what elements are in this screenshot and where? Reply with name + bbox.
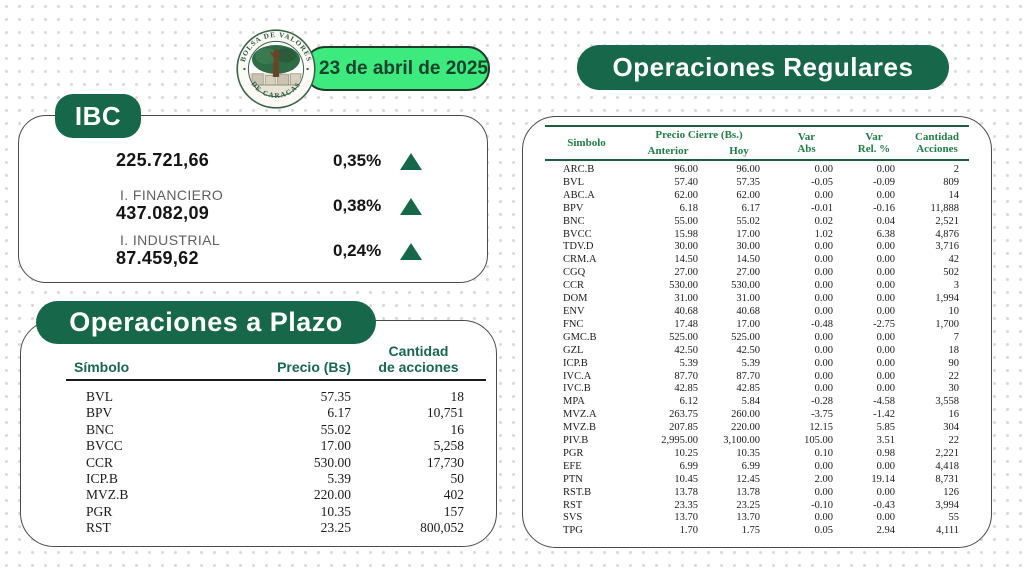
regulares-row: PIV.B 2,995.00 3,100.00 105.00 3.51 22 — [563, 435, 959, 447]
ibc-title: IBC — [74, 100, 122, 131]
plazo-row: BNC 55.02 16 — [86, 421, 464, 437]
plazo-row: ICP.B 5.39 50 — [86, 471, 464, 487]
regulares-row: CGQ 27.00 27.00 0.00 0.00 502 — [563, 267, 959, 279]
up-triangle-icon — [400, 197, 422, 215]
regulares-row: ABC.A 62.00 62.00 0.00 0.00 14 — [563, 189, 959, 201]
regulares-row: FNC 17.48 17.00 -0.48 -2.75 1,700 — [563, 318, 959, 330]
regulares-title-pill: Operaciones Regulares — [577, 45, 949, 90]
plazo-row: CCR 530.00 17,730 — [86, 454, 464, 470]
regulares-row: TDV.D 30.00 30.00 0.00 0.00 3,716 — [563, 241, 959, 253]
ibc-index-row: I. FINANCIERO 437.082,09 0,38% — [19, 183, 487, 228]
plazo-row: BVCC 17.00 5,258 — [86, 438, 464, 454]
regulares-row: ENV 40.68 40.68 0.00 0.00 10 — [563, 305, 959, 317]
plazo-col-quantity: Cantidad de acciones — [351, 343, 486, 381]
regulares-row: PTN 10.45 12.45 2.00 19.14 8,731 — [563, 473, 959, 485]
regulares-row: MVZ.B 207.85 220.00 12.15 5.85 304 — [563, 422, 959, 434]
plazo-row: BPV 6.17 10,751 — [86, 405, 464, 421]
regulares-row: BVL 57.40 57.35 -0.05 -0.09 809 — [563, 176, 959, 188]
plazo-col-symbol: Símbolo — [66, 343, 201, 381]
date-badge: 23 de abril de 2025 — [303, 46, 490, 91]
reg-col-symbol: Simbolo — [567, 137, 606, 149]
ibc-title-pill: IBC — [55, 94, 141, 138]
ibc-index-value: 87.459,62 — [116, 248, 199, 268]
regulares-row: RST.B 13.78 13.78 0.00 0.00 126 — [563, 486, 959, 498]
ibc-index-change-pct: 0,35% — [333, 150, 382, 170]
regulares-row: TPG 1.70 1.75 0.05 2.94 4,111 — [563, 525, 959, 537]
ibc-index-change-pct: 0,24% — [333, 240, 382, 260]
up-triangle-icon — [400, 152, 422, 170]
regulares-row: RST 23.35 23.25 -0.10 -0.43 3,994 — [563, 499, 959, 511]
ibc-index-value: 437.082,09 — [116, 203, 210, 223]
regulares-row: SVS 13.70 13.70 0.00 0.00 55 — [563, 512, 959, 524]
plazo-row: PGR 10.35 157 — [86, 503, 464, 519]
regulares-row: GMC.B 525.00 525.00 0.00 0.00 7 — [563, 331, 959, 343]
operaciones-regulares-panel: Simbolo Precio Cierre (Bs.) Var Abs Var … — [522, 116, 992, 548]
regulares-row: IVC.B 42.85 42.85 0.00 0.00 30 — [563, 383, 959, 395]
ibc-index-label: I. FINANCIERO — [120, 187, 224, 203]
reg-col-hoy: Hoy — [729, 145, 749, 157]
plazo-header-row: Símbolo Precio (Bs) Cantidad de acciones — [66, 343, 486, 381]
regulares-row: MVZ.A 263.75 260.00 -3.75 -1.42 16 — [563, 409, 959, 421]
regulares-header-row-1: Simbolo Precio Cierre (Bs.) Var Abs Var … — [545, 126, 969, 155]
regulares-row: GZL 42.50 42.50 0.00 0.00 18 — [563, 344, 959, 356]
ibc-index-list: 225.721,66 0,35% I. FINANCIERO 437.082,09 0,… — [19, 138, 487, 273]
reg-col-anterior: Anterior — [647, 145, 689, 157]
regulares-row: BPV 6.18 6.17 -0.01 -0.16 11,888 — [563, 202, 959, 214]
regulares-table: Simbolo Precio Cierre (Bs.) Var Abs Var … — [545, 125, 969, 538]
plazo-row: BVL 57.35 18 — [86, 389, 464, 404]
date-label: 23 de abril de 2025 — [319, 57, 488, 79]
up-triangle-icon — [400, 242, 422, 260]
ibc-panel: 225.721,66 0,35% I. FINANCIERO 437.082,09 0,… — [18, 115, 488, 283]
regulares-row: ICP.B 5.39 5.39 0.00 0.00 90 — [563, 357, 959, 369]
reg-col-var-abs: Var Abs — [797, 131, 816, 155]
plazo-table: Símbolo Precio (Bs) Cantidad de acciones… — [66, 343, 486, 537]
plazo-title-pill: Operaciones a Plazo — [36, 301, 376, 344]
regulares-row: CRM.A 14.50 14.50 0.00 0.00 42 — [563, 254, 959, 266]
reg-col-var-rel: Var Rel. % — [857, 131, 891, 155]
regulares-header-row-2: Anterior Hoy — [545, 143, 969, 160]
bvc-seal-logo: BOLSA DE VALORES DE CARACAS — [236, 29, 316, 109]
ibc-index-change-pct: 0,38% — [333, 195, 382, 215]
ibc-index-label: I. INDUSTRIAL — [120, 232, 221, 248]
regulares-row: EFE 6.99 6.99 0.00 0.00 4,418 — [563, 460, 959, 472]
regulares-title: Operaciones Regulares — [612, 52, 914, 82]
ibc-index-row: I. INDUSTRIAL 87.459,62 0,24% — [19, 228, 487, 273]
reg-col-price-group: Precio Cierre (Bs.) — [655, 129, 743, 141]
regulares-row: ARC.B 96.00 96.00 0.00 0.00 2 — [563, 164, 959, 175]
regulares-row: PGR 10.25 10.35 0.10 0.98 2,221 — [563, 447, 959, 459]
regulares-row: CCR 530.00 530.00 0.00 0.00 3 — [563, 280, 959, 292]
ibc-index-row: 225.721,66 0,35% — [19, 138, 487, 183]
regulares-row: MPA 6.12 5.84 -0.28 -4.58 3,558 — [563, 396, 959, 408]
reg-col-cantidad: Cantidad Acciones — [914, 131, 960, 155]
plazo-row: RST 23.25 800,052 — [86, 520, 464, 536]
operaciones-a-plazo-panel: Símbolo Precio (Bs) Cantidad de acciones… — [20, 320, 497, 547]
plazo-col-price: Precio (Bs) — [201, 343, 351, 381]
regulares-row: DOM 31.00 31.00 0.00 0.00 1,994 — [563, 293, 959, 305]
ibc-index-value: 225.721,66 — [116, 150, 210, 170]
plazo-row: MVZ.B 220.00 402 — [86, 487, 464, 503]
regulares-row: IVC.A 87.70 87.70 0.00 0.00 22 — [563, 370, 959, 382]
regulares-row: BVCC 15.98 17.00 1.02 6.38 4,876 — [563, 228, 959, 240]
plazo-title: Operaciones a Plazo — [69, 307, 343, 337]
regulares-row: BNC 55.00 55.02 0.02 0.04 2,521 — [563, 215, 959, 227]
